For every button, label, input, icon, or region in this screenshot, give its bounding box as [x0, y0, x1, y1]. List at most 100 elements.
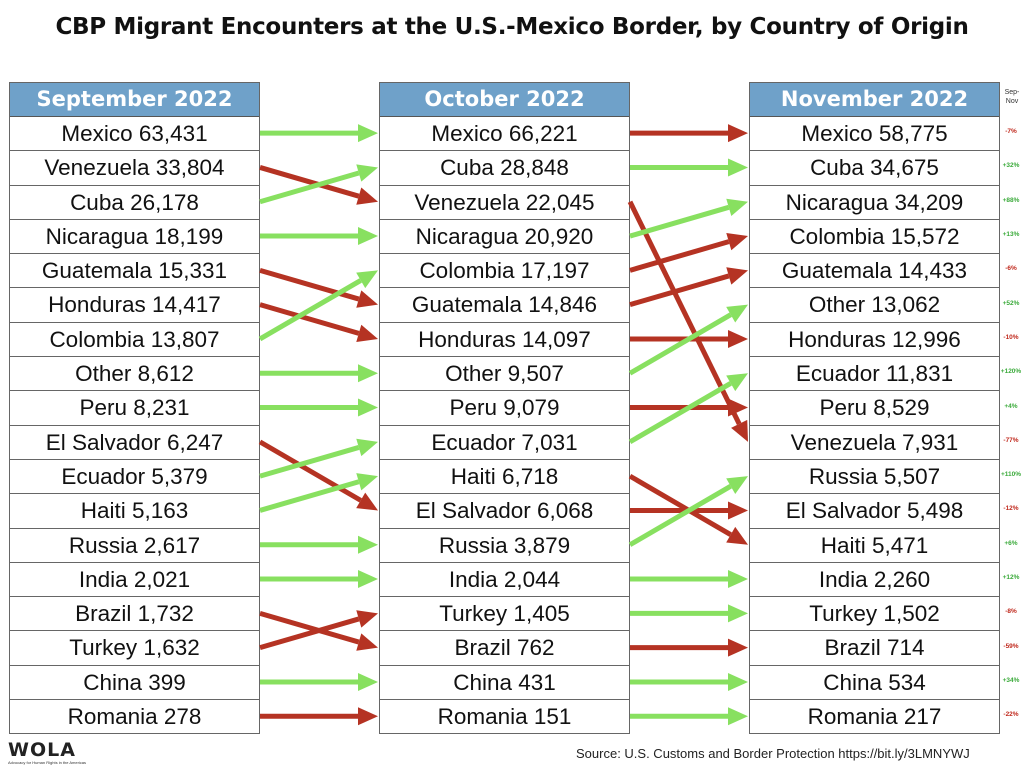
arrow-september-turkey — [259, 610, 378, 651]
arrow-october-india — [630, 570, 748, 589]
arrow-september-honduras — [259, 302, 378, 343]
arrow-september-brazil — [259, 610, 378, 651]
source-note: Source: U.S. Customs and Border Protecti… — [576, 746, 970, 761]
october-row-other: Other 9,507 — [380, 357, 629, 392]
november-row-russia: Russia 5,507 — [750, 460, 999, 495]
arrow-october-russia — [628, 476, 748, 547]
november-row-india: India 2,260 — [750, 563, 999, 598]
november-row-el-salvador: El Salvador 5,498 — [750, 494, 999, 529]
november-row-turkey: Turkey 1,502 — [750, 597, 999, 632]
arrow-september-russia — [260, 535, 378, 554]
arrow-september-guatemala — [259, 267, 378, 308]
arrow-september-el-salvador — [258, 439, 378, 511]
arrow-october-nicaragua — [629, 198, 748, 239]
logo-wordmark: WOLA — [8, 739, 76, 761]
november-row-haiti: Haiti 5,471 — [750, 529, 999, 563]
september-row-mexico: Mexico 63,431 — [10, 117, 259, 152]
october-header: October 2022 — [380, 82, 629, 117]
september-row-turkey: Turkey 1,632 — [10, 631, 259, 666]
october-row-romania: Romania 151 — [380, 700, 629, 735]
pct-change-haiti: +6% — [1004, 539, 1018, 547]
arrow-september-ecuador — [259, 438, 378, 479]
arrow-september-mexico — [260, 124, 378, 143]
arrow-september-china — [260, 672, 378, 691]
november-row-venezuela: Venezuela 7,931 — [750, 426, 999, 460]
arrow-october-turkey — [630, 604, 748, 623]
september-row-guatemala: Guatemala 15,331 — [10, 254, 259, 289]
september-row-russia: Russia 2,617 — [10, 529, 259, 563]
arrow-september-cuba — [259, 164, 378, 205]
pct-change-ecuador: +120% — [1000, 368, 1022, 376]
september-row-cuba: Cuba 26,178 — [10, 186, 259, 220]
october-row-cuba: Cuba 28,848 — [380, 151, 629, 186]
arrow-september-peru — [260, 398, 378, 417]
september-row-colombia: Colombia 13,807 — [10, 323, 259, 358]
november-row-ecuador: Ecuador 11,831 — [750, 357, 999, 392]
arrow-september-india — [260, 570, 378, 589]
september-column: September 2022 Mexico 63,431 Venezuela 33… — [9, 82, 260, 735]
september-row-romania: Romania 278 — [10, 700, 259, 735]
arrow-september-other — [260, 364, 378, 383]
october-row-venezuela: Venezuela 22,045 — [380, 186, 629, 220]
october-row-peru: Peru 9,079 — [380, 391, 629, 426]
pct-change-el-salvador: -12% — [1003, 505, 1019, 513]
september-row-haiti: Haiti 5,163 — [10, 494, 259, 529]
september-row-venezuela: Venezuela 33,804 — [10, 151, 259, 186]
pct-change-turkey: -8% — [1005, 608, 1017, 616]
arrow-october-romania — [630, 707, 748, 726]
pct-change-nicaragua: +88% — [1002, 196, 1020, 204]
october-row-turkey: Turkey 1,405 — [380, 597, 629, 632]
november-row-colombia: Colombia 15,572 — [750, 220, 999, 255]
november-row-brazil: Brazil 714 — [750, 631, 999, 666]
pct-change-honduras: -10% — [1003, 333, 1019, 341]
october-row-china: China 431 — [380, 666, 629, 701]
pct-change-cuba: +32% — [1002, 162, 1020, 170]
arrow-september-haiti — [259, 473, 378, 513]
october-row-russia: Russia 3,879 — [380, 529, 629, 563]
november-row-romania: Romania 217 — [750, 700, 999, 735]
september-row-brazil: Brazil 1,732 — [10, 597, 259, 632]
october-row-ecuador: Ecuador 7,031 — [380, 426, 629, 460]
arrow-october-cuba — [630, 158, 748, 177]
september-row-india: India 2,021 — [10, 563, 259, 598]
october-row-brazil: Brazil 762 — [380, 631, 629, 666]
arrow-september-romania — [260, 707, 378, 726]
arrow-october-honduras — [630, 329, 748, 348]
october-row-el-salvador: El Salvador 6,068 — [380, 494, 629, 529]
arrow-october-haiti — [628, 473, 748, 545]
logo-tagline: Advocacy for Human Rights in the America… — [8, 760, 87, 765]
november-row-guatemala: Guatemala 14,433 — [750, 254, 999, 289]
pct-change-russia: +110% — [1000, 471, 1022, 479]
september-row-china: China 399 — [10, 666, 259, 701]
november-column: November 2022 Mexico 58,775 Cuba 34,675 Ni… — [749, 82, 1000, 735]
october-row-guatemala: Guatemala 14,846 — [380, 288, 629, 323]
october-row-honduras: Honduras 14,097 — [380, 323, 629, 358]
arrow-october-peru — [630, 398, 748, 417]
november-row-cuba: Cuba 34,675 — [750, 151, 999, 186]
october-row-colombia: Colombia 17,197 — [380, 254, 629, 289]
arrow-october-brazil — [630, 638, 748, 657]
arrow-october-china — [630, 672, 748, 691]
arrow-september-nicaragua — [260, 227, 378, 246]
arrow-october-other — [628, 304, 748, 376]
september-row-el-salvador: El Salvador 6,247 — [10, 426, 259, 460]
pct-change-guatemala: -6% — [1005, 265, 1017, 273]
november-row-honduras: Honduras 12,996 — [750, 323, 999, 358]
wola-logo: WOLA Advocacy for Human Rights in the Am… — [8, 739, 87, 766]
pct-change-mexico: -7% — [1005, 128, 1017, 136]
september-header: September 2022 — [10, 82, 259, 117]
pct-change-china: +34% — [1002, 676, 1020, 684]
pct-change-venezuela: -77% — [1003, 436, 1019, 444]
arrow-october-el-salvador — [630, 501, 748, 520]
arrow-october-guatemala — [629, 267, 748, 308]
november-row-china: China 534 — [750, 666, 999, 701]
november-row-other: Other 13,062 — [750, 288, 999, 323]
pct-change-romania: -22% — [1003, 711, 1019, 719]
october-row-haiti: Haiti 6,718 — [380, 460, 629, 495]
october-column: October 2022 Mexico 66,221 Cuba 28,848 Ven… — [379, 82, 630, 735]
pct-change-colombia: +13% — [1002, 231, 1020, 239]
november-header: November 2022 — [750, 82, 999, 117]
september-row-nicaragua: Nicaragua 18,199 — [10, 220, 259, 255]
october-row-nicaragua: Nicaragua 20,920 — [380, 220, 629, 255]
